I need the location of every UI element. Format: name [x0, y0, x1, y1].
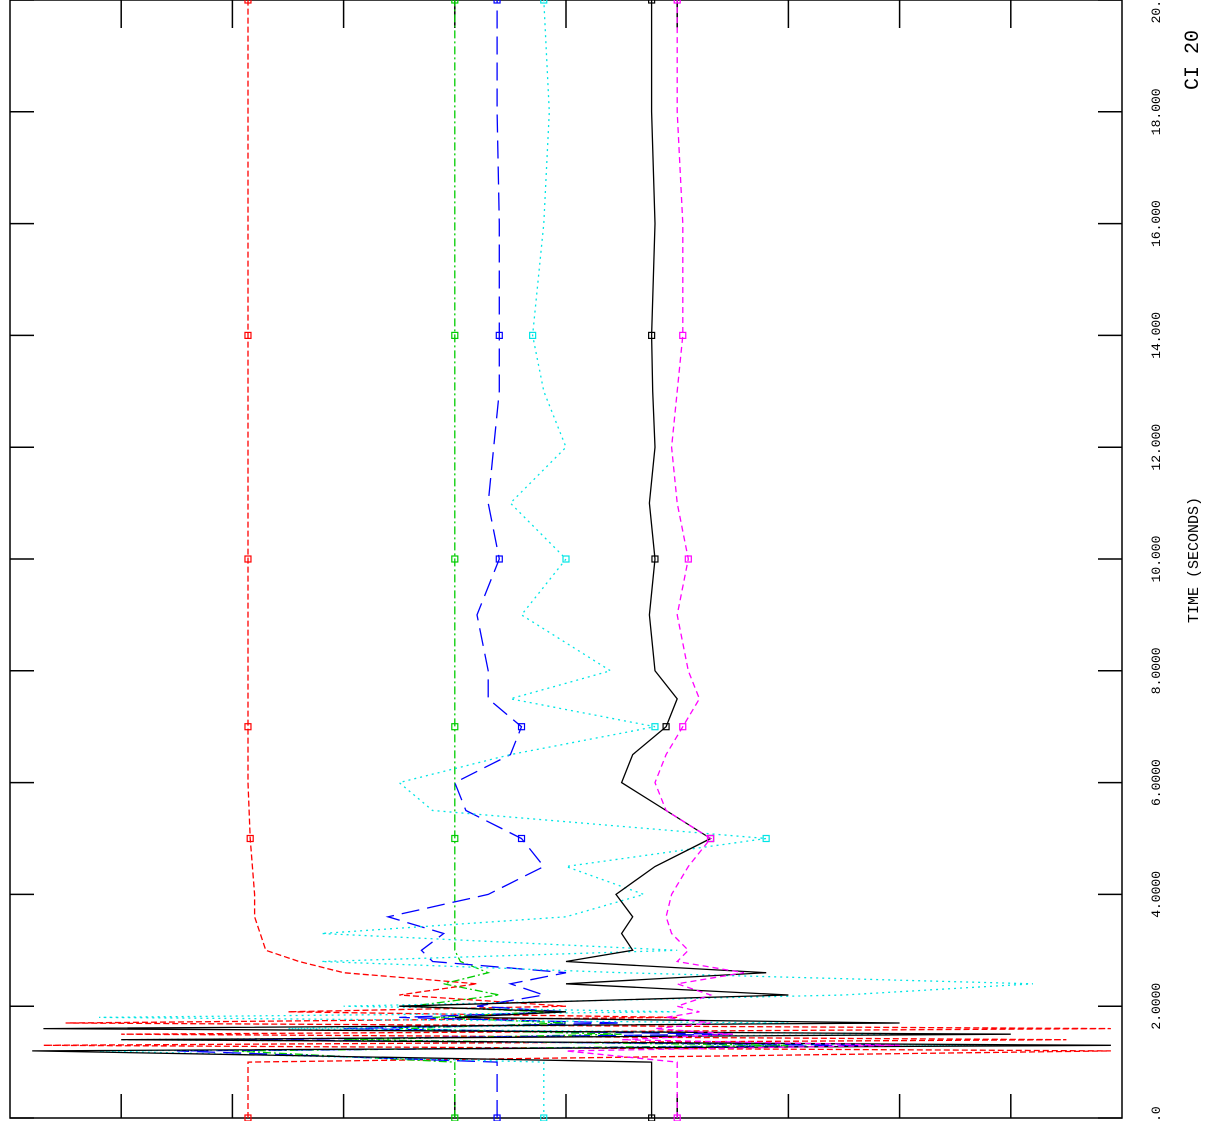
series-marker — [679, 723, 687, 731]
series-marker — [673, 0, 681, 4]
x-tick-label: 6.0000 — [1149, 759, 1164, 806]
series-marker — [244, 723, 252, 731]
series-marker — [673, 1114, 681, 1121]
series-marker — [493, 0, 501, 4]
series-marker — [244, 555, 252, 563]
series-marker — [517, 723, 526, 731]
x-tick-label: 10.000 — [1149, 536, 1164, 583]
series-marker — [517, 834, 526, 843]
series-line — [32, 0, 1111, 1118]
series-marker — [493, 1114, 501, 1121]
series-marker — [562, 555, 570, 563]
x-tick-label: 2.0000 — [1149, 983, 1164, 1030]
series-line — [43, 0, 1111, 1118]
x-tick-label: 8.0000 — [1149, 647, 1164, 694]
series-marker — [684, 555, 692, 563]
series-marker — [529, 331, 537, 339]
series-line — [565, 0, 900, 1118]
series-marker — [244, 331, 252, 339]
x-tick-label: 12.000 — [1149, 424, 1164, 471]
x-axis-label: TIME (SECONDS) — [1186, 497, 1203, 623]
series-marker — [651, 555, 659, 563]
series-marker — [679, 331, 687, 339]
series-marker — [495, 555, 503, 563]
series-marker — [648, 331, 656, 339]
series-marker — [451, 331, 459, 339]
series-marker — [762, 834, 770, 843]
series-marker — [451, 723, 459, 731]
series-marker — [451, 1114, 459, 1121]
series-marker — [706, 834, 715, 843]
series-marker — [662, 723, 670, 731]
series-marker — [451, 834, 459, 843]
series-marker — [244, 0, 252, 4]
x-tick-label: 14.000 — [1149, 312, 1164, 359]
series-marker — [451, 555, 459, 563]
series-marker — [246, 834, 254, 843]
chart-title: CI 20 — [1182, 30, 1205, 90]
x-tick-label: 16.000 — [1149, 200, 1164, 247]
series-marker — [540, 1114, 548, 1121]
series-marker — [651, 723, 659, 731]
x-tick-label: 20.000 — [1149, 0, 1164, 23]
series-marker — [648, 0, 656, 4]
series-marker — [495, 331, 503, 339]
x-tick-label: 18.000 — [1149, 88, 1164, 135]
series-line — [176, 0, 900, 1118]
series-marker — [244, 1114, 252, 1121]
series-line — [98, 0, 1034, 1118]
series-marker — [540, 0, 548, 4]
x-tick-label: 4.0000 — [1149, 871, 1164, 918]
plot-frame — [9, 0, 1123, 1119]
series-marker — [451, 0, 459, 4]
x-tick-label: 0.0 — [1149, 1106, 1164, 1121]
series-line — [232, 0, 789, 1118]
series-marker — [648, 1114, 656, 1121]
